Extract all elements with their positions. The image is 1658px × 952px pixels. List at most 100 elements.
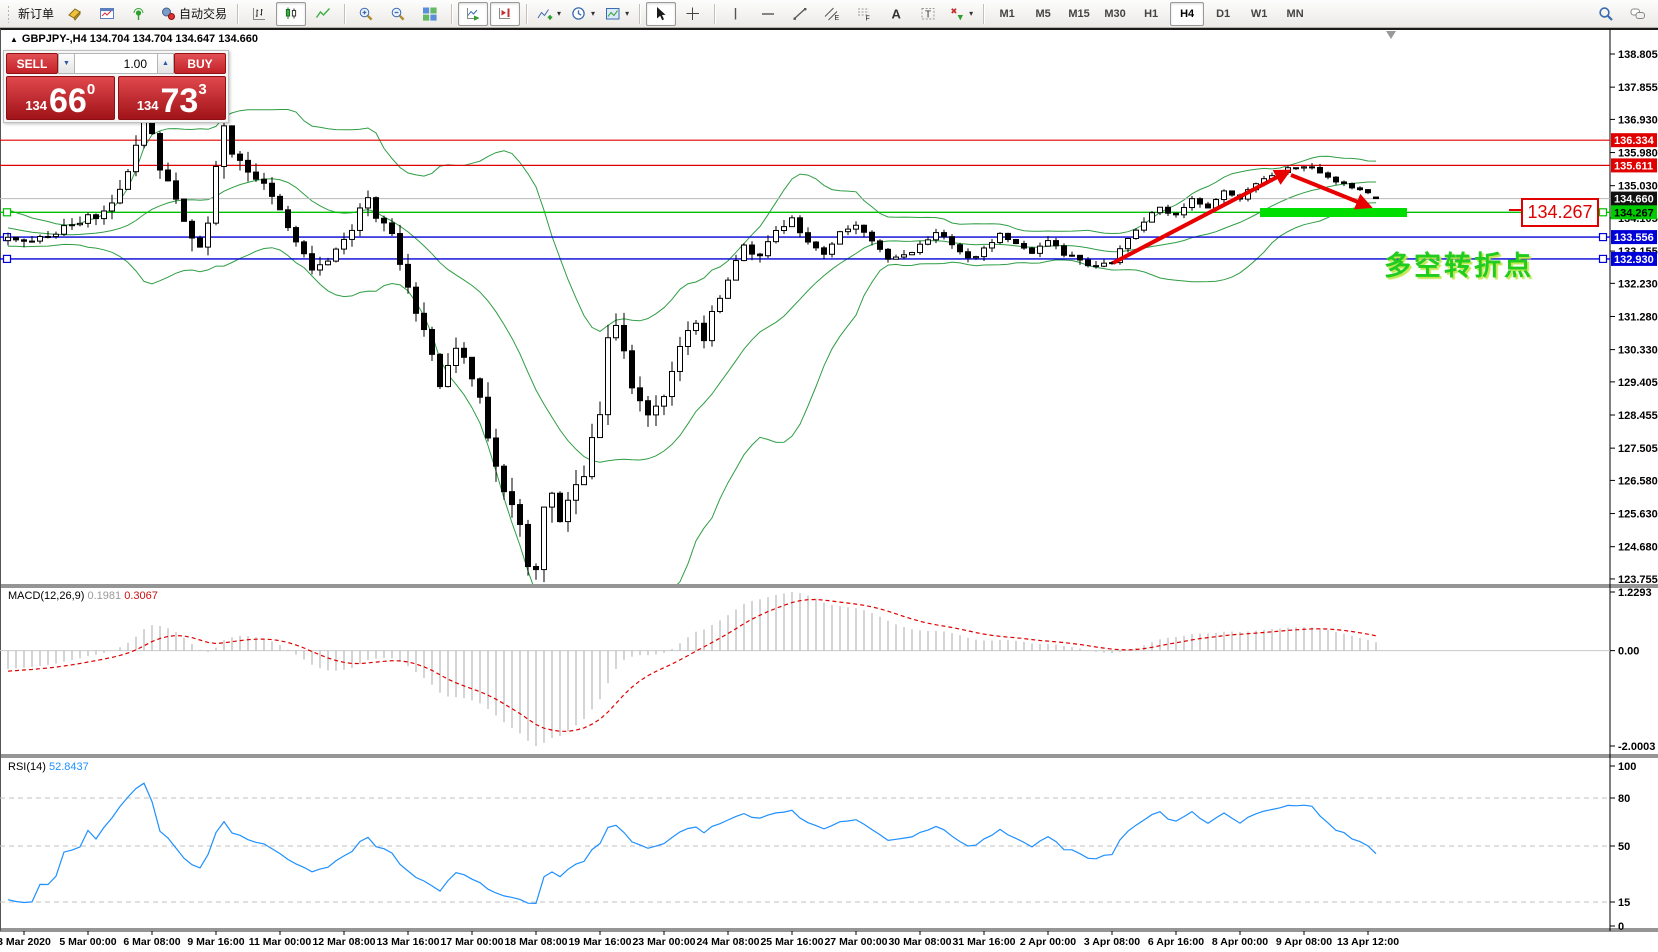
crosshair-button[interactable] [678, 2, 708, 26]
volume-input[interactable] [75, 53, 157, 74]
sell-button[interactable]: SELL [6, 53, 58, 74]
timeframe-m1-button[interactable]: M1 [999, 7, 1015, 20]
tile-windows-button[interactable] [415, 2, 445, 26]
candle-bull [765, 241, 771, 257]
price-callout-label[interactable]: 134.267 [1521, 198, 1599, 227]
zoom-out-button[interactable] [383, 2, 413, 26]
cursor-icon [653, 6, 669, 22]
sell-price-box[interactable]: 134 66 0 [6, 76, 115, 120]
search-button[interactable] [1591, 2, 1621, 26]
candle-bull [1133, 229, 1139, 239]
candle-bear [509, 491, 515, 506]
candle-bear [413, 286, 419, 314]
fibonacci-button[interactable]: F [849, 2, 879, 26]
candle-bull [1117, 248, 1123, 264]
candle-bull [933, 232, 939, 241]
vertical-line-button[interactable] [721, 2, 751, 26]
template-icon [605, 6, 621, 22]
candle-bear [621, 324, 627, 352]
rsi-layer[interactable] [7, 782, 1377, 905]
time-tick-label: 11 Mar 00:00 [249, 936, 312, 948]
arrows-button[interactable]: ▾ [945, 2, 977, 26]
bollinger-middle-band[interactable] [7, 178, 1376, 463]
candle-bull [1037, 245, 1043, 254]
rsi-tick-label: 100 [1618, 761, 1636, 773]
candle-bear [949, 236, 955, 246]
macd-signal-line[interactable] [7, 598, 1377, 732]
line-handle[interactable] [1598, 208, 1608, 217]
horizontal-line-button[interactable] [753, 2, 783, 26]
timeframe-h4-button[interactable]: H4 [1170, 1, 1205, 26]
timeframe-w1-button[interactable]: W1 [1250, 7, 1268, 20]
timeframe-m30-button[interactable]: M30 [1104, 7, 1126, 20]
bar-chart-button[interactable] [244, 2, 274, 26]
signals-button[interactable] [124, 2, 154, 26]
volume-increase-button[interactable]: ▲ [157, 53, 174, 74]
line-handle[interactable] [1598, 254, 1608, 264]
text-label-button[interactable]: T [913, 2, 943, 26]
auto-trading-button[interactable]: 自动交易 [156, 2, 231, 26]
candle-bull [213, 165, 219, 224]
candles-layer[interactable] [5, 104, 1379, 583]
buy-price-box[interactable]: 134 73 3 [117, 76, 226, 120]
rsi-tick-label: 15 [1618, 897, 1630, 909]
candle-bull [653, 405, 659, 416]
line-handle[interactable] [2, 254, 12, 264]
price-badge [1611, 251, 1657, 266]
toolbar-separator [344, 3, 346, 24]
indicators-icon [537, 6, 553, 22]
line-handle[interactable] [1598, 232, 1608, 242]
market-watch-button[interactable] [92, 2, 122, 26]
candle-bull [605, 337, 611, 416]
candle-bull [85, 214, 91, 224]
toolbar-separator [983, 3, 985, 24]
candle-bear [397, 233, 403, 265]
equidistant-channel-button[interactable]: E [817, 2, 847, 26]
chart-shift-marker-icon[interactable] [1386, 31, 1396, 39]
timeframe-mn-button[interactable]: MN [1286, 7, 1304, 20]
turning-point-annotation[interactable]: 多空转折点 [1384, 251, 1534, 281]
price-chart-layer[interactable] [0, 109, 1610, 602]
periods-button[interactable]: ▾ [567, 2, 599, 26]
support-highlight-rect[interactable] [1260, 208, 1407, 217]
text-button[interactable]: A [881, 2, 911, 26]
zoom-in-button[interactable] [351, 2, 381, 26]
auto-scroll-button[interactable] [458, 1, 489, 26]
templates-button[interactable]: ▾ [601, 2, 633, 26]
bollinger-lower-band[interactable] [7, 202, 1377, 602]
rsi-line[interactable] [7, 782, 1377, 905]
chat-button[interactable] [1623, 2, 1653, 26]
buy-button[interactable]: BUY [174, 53, 226, 74]
eraser-button[interactable] [60, 2, 90, 26]
macd-layer[interactable] [7, 592, 1377, 746]
timeframe-m15-button[interactable]: M15 [1068, 7, 1090, 20]
time-tick-label: 2 Apr 00:00 [1020, 936, 1076, 948]
trend-arrow-down[interactable] [1290, 173, 1373, 210]
bollinger-upper-band[interactable] [7, 109, 1377, 332]
candle-bear [1373, 196, 1379, 200]
candlestick-chart-button[interactable] [276, 1, 307, 26]
line-chart-button[interactable] [308, 2, 338, 26]
volume-decrease-button[interactable]: ▼ [58, 53, 75, 74]
new-order-button[interactable]: 新订单 [14, 2, 58, 26]
chart-shift-button[interactable] [490, 1, 521, 26]
candle-bull [101, 210, 107, 220]
trend-arrow-up[interactable] [1112, 169, 1292, 265]
sell-price-point: 0 [86, 81, 96, 98]
timeframe-h1-button[interactable]: H1 [1144, 7, 1159, 20]
candle-bear [1325, 172, 1331, 178]
candle-bear [821, 247, 827, 255]
trendline-button[interactable] [785, 2, 815, 26]
timeframe-d1-button[interactable]: D1 [1216, 7, 1231, 20]
collapse-panel-icon[interactable]: ▲ [10, 35, 18, 44]
callout-leader-line [1509, 209, 1521, 211]
line-handle[interactable] [2, 208, 12, 217]
indicators-button[interactable]: ▾ [533, 2, 565, 26]
macd-tick-label: -2.0003 [1618, 741, 1655, 753]
timeframe-m5-button[interactable]: M5 [1035, 7, 1051, 20]
candle-bear [1085, 259, 1091, 267]
cursor-button[interactable] [646, 1, 677, 26]
price-tick-label: 125.630 [1618, 509, 1658, 521]
